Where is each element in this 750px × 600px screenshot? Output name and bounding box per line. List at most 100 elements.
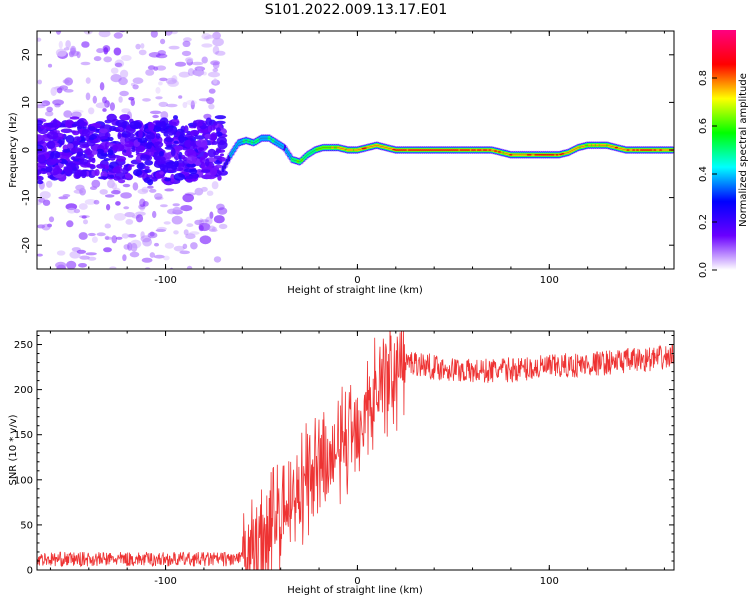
- spectrogram-noise-blob: [98, 131, 109, 140]
- spectrogram-noise-blob: [65, 40, 71, 49]
- spectrogram-noise-blob: [163, 221, 171, 225]
- spectrogram-noise-blob: [78, 232, 88, 240]
- colorbar-ticks: 0.0 0.2 0.4 0.6 0.8: [698, 70, 717, 278]
- spectrogram-noise-blob: [190, 100, 195, 110]
- spectrogram-noise-blob: [64, 269, 71, 278]
- spectrogram-noise-blob: [212, 45, 220, 55]
- spectrogram-noise-blob: [140, 154, 151, 161]
- spectrogram-noise-blob: [187, 68, 195, 77]
- spectrogram-noise-blob: [140, 231, 145, 239]
- spectrogram-noise-blob: [172, 203, 180, 207]
- spectrogram-noise-blob: [122, 183, 131, 188]
- spectrogram-noise-blob: [75, 184, 85, 191]
- spectrogram-noise-blob: [165, 161, 178, 166]
- snr-y-tick-label: 50: [20, 520, 33, 531]
- spectrogram-noise-blob: [213, 121, 218, 126]
- spectrogram-noise-blob: [80, 169, 87, 179]
- spectrogram-noise-blob: [206, 190, 214, 196]
- spectrogram-noise-blob: [37, 169, 42, 175]
- spectrogram-noise-blob: [173, 230, 179, 235]
- spectrogram-noise-blob: [160, 204, 168, 208]
- spectrogram-noise-blob: [52, 99, 64, 106]
- spectrogram-noise-blob: [99, 128, 108, 134]
- spectrogram-noise-blob: [56, 250, 66, 256]
- spectrogram-noise-blob: [50, 87, 57, 96]
- spectrogram-noise-blob: [201, 169, 212, 173]
- spectrogram-noise-blob: [45, 166, 53, 173]
- spectrogram-marks: [37, 31, 674, 278]
- spectrogram-noise-blob: [37, 102, 47, 107]
- spectrogram-noise-blob: [76, 249, 87, 254]
- spectrogram-noise-blob: [186, 163, 197, 168]
- spectrogram-noise-blob: [154, 242, 159, 247]
- spectrogram-noise-blob: [133, 169, 143, 177]
- spectrogram-y-tick-label: -20: [21, 237, 32, 253]
- spectrogram-noise-blob: [189, 129, 200, 136]
- spectrogram-noise-blob: [130, 98, 135, 107]
- spectrogram-noise-blob: [112, 143, 125, 152]
- spectrogram-noise-blob: [213, 215, 225, 224]
- spectrogram-noise-blob: [37, 125, 41, 130]
- spectrogram-noise-blob: [190, 242, 198, 250]
- spectrogram-noise-blob: [118, 96, 123, 103]
- snr-y-ticks: 0 50 100 150 200 250: [14, 335, 674, 577]
- spectrogram-noise-blob: [88, 126, 96, 131]
- snr-y-tick-label: 150: [14, 430, 33, 441]
- spectrogram-noise-blob: [173, 140, 179, 144]
- spectrogram-noise-blob: [149, 252, 155, 258]
- colorbar-tick-label: 0.4: [698, 166, 709, 182]
- spectrogram-noise-blob: [76, 136, 82, 142]
- spectrogram-noise-blob: [119, 90, 129, 97]
- spectrogram-noise-blob: [113, 176, 121, 181]
- spectrogram-noise-blob: [171, 215, 183, 225]
- snr-x-tick-label: 0: [354, 576, 360, 587]
- spectrogram-noise-blob: [93, 199, 100, 205]
- spectrogram-noise-blob: [37, 224, 46, 229]
- spectrogram-noise-blob: [214, 115, 227, 120]
- spectrogram-noise-blob: [73, 208, 81, 214]
- spectrogram-noise-blob: [37, 37, 42, 42]
- spectrogram-noise-blob: [106, 113, 117, 122]
- spectrogram-noise-blob: [153, 254, 165, 259]
- snr-y-tick-label: 250: [14, 340, 33, 351]
- spectrogram-noise-blob: [104, 223, 112, 229]
- spectrogram-noise-blob: [168, 121, 177, 126]
- spectrogram-noise-blob: [159, 150, 164, 157]
- spectrogram-noise-blob: [129, 251, 140, 258]
- spectrogram-noise-blob: [158, 101, 169, 107]
- spectrogram-noise-blob: [104, 164, 110, 170]
- spectrogram-noise-blob: [153, 66, 159, 71]
- spectrogram-noise-blob: [120, 55, 132, 61]
- spectrogram-noise-blob: [90, 186, 97, 191]
- spectrogram-noise-blob: [137, 188, 149, 195]
- spectrogram-noise-blob: [178, 134, 185, 143]
- spectrogram-noise-blob: [79, 121, 88, 127]
- spectrogram-noise-blob: [99, 82, 105, 91]
- spectrogram-noise-blob: [91, 179, 101, 188]
- spectrogram-noise-blob: [179, 271, 183, 275]
- spectrogram-x-ticks: -100 0 100: [49, 31, 665, 286]
- spectrogram-noise-blob: [204, 158, 210, 167]
- spectrogram-noise-blob: [176, 131, 180, 137]
- spectrogram-noise-blob: [200, 219, 210, 223]
- spectrogram-noise-blob: [189, 231, 200, 235]
- spectrogram-noise-blob: [182, 243, 188, 249]
- spectrogram-noise-blob: [155, 96, 163, 100]
- spectrogram-noise-blob: [170, 147, 176, 157]
- spectrogram-noise-blob: [164, 188, 175, 192]
- spectrogram-noise-blob: [128, 96, 135, 101]
- spectrogram-noise-blob: [91, 236, 98, 243]
- spectrogram-noise-blob: [109, 266, 117, 269]
- spectrogram-noise-blob: [147, 185, 154, 189]
- spectrogram-noise-blob: [213, 256, 222, 263]
- spectrogram-noise-blob: [125, 219, 134, 225]
- spectrogram-noise-blob: [71, 147, 76, 154]
- spectrogram-noise-blob: [147, 179, 154, 186]
- spectrogram-noise-blob: [111, 182, 118, 190]
- spectrogram-noise-blob: [118, 179, 126, 184]
- spectrogram-noise-blob: [123, 206, 130, 210]
- spectrogram-noise-blob: [40, 271, 48, 275]
- spectrogram-noise-blob: [78, 203, 88, 210]
- spectrogram-noise-blob: [121, 233, 130, 239]
- spectrogram-noise-blob: [186, 155, 197, 165]
